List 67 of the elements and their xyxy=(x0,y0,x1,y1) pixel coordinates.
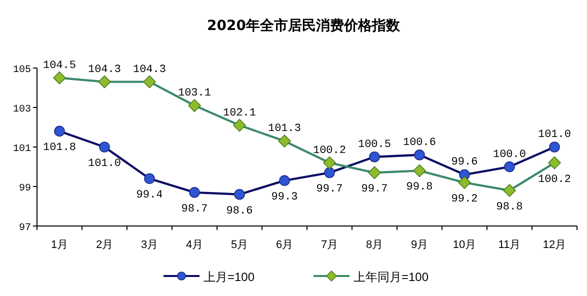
data-label: 102.1 xyxy=(222,107,256,120)
x-tick-label: 10月 xyxy=(452,239,476,251)
point xyxy=(99,142,110,152)
x-tick-label: 8月 xyxy=(366,239,384,251)
legend-label: 上月=100 xyxy=(204,270,255,284)
x-tick-label: 11月 xyxy=(498,239,521,251)
data-label: 104.3 xyxy=(88,64,122,76)
point xyxy=(279,175,290,186)
data-label: 99.6 xyxy=(451,156,478,169)
x-tick-label: 6月 xyxy=(276,239,294,251)
point xyxy=(414,150,425,160)
data-label: 98.8 xyxy=(496,201,523,214)
data-label: 100.0 xyxy=(492,148,526,161)
data-label: 100.2 xyxy=(312,144,346,157)
point xyxy=(323,156,336,170)
point xyxy=(189,187,200,198)
point xyxy=(54,126,65,137)
data-label: 101.8 xyxy=(42,142,76,154)
data-label: 99.2 xyxy=(451,194,478,206)
point xyxy=(324,167,335,178)
point xyxy=(144,173,155,184)
point xyxy=(368,166,381,180)
data-label: 104.3 xyxy=(132,64,166,76)
point xyxy=(549,142,560,152)
data-label: 101.0 xyxy=(88,158,122,170)
chart-title: 2020年全市居民消费价格指数 xyxy=(207,17,401,34)
data-label: 100.5 xyxy=(358,138,392,151)
point xyxy=(504,161,515,172)
data-label: 100.6 xyxy=(402,136,436,149)
y-tick-label: 97 xyxy=(18,223,31,234)
point xyxy=(233,118,246,132)
legend-label: 上年同月=100 xyxy=(354,270,429,284)
point xyxy=(548,156,561,170)
y-tick-label: 101 xyxy=(12,144,31,155)
x-tick-label: 12月 xyxy=(542,239,566,251)
data-label: 101.3 xyxy=(268,123,302,136)
y-tick-label: 99 xyxy=(18,184,31,194)
x-tick-label: 9月 xyxy=(410,239,428,251)
point xyxy=(188,99,201,112)
data-label: 99.8 xyxy=(406,182,433,194)
y-tick-label: 105 xyxy=(12,65,31,76)
data-label: 101.0 xyxy=(538,129,572,141)
x-tick-label: 1月 xyxy=(50,239,68,251)
point xyxy=(503,184,516,197)
x-tick-label: 2月 xyxy=(96,239,114,251)
point xyxy=(369,151,380,162)
point xyxy=(98,75,111,88)
data-label: 99.4 xyxy=(136,190,164,202)
data-label: 103.1 xyxy=(178,88,212,100)
data-label: 98.7 xyxy=(181,203,208,216)
x-tick-label: 7月 xyxy=(320,239,338,251)
data-label: 99.7 xyxy=(361,184,388,196)
x-tick-label: 4月 xyxy=(186,239,204,251)
data-label: 99.3 xyxy=(271,192,298,204)
data-label: 100.2 xyxy=(538,174,572,186)
point xyxy=(278,134,291,148)
data-label: 99.7 xyxy=(316,184,343,196)
data-label: 98.6 xyxy=(226,205,253,218)
x-tick-label: 5月 xyxy=(230,239,248,251)
x-tick-label: 3月 xyxy=(140,239,158,251)
y-tick-label: 103 xyxy=(12,104,31,116)
point xyxy=(234,189,245,200)
data-label: 104.5 xyxy=(42,60,76,72)
point xyxy=(413,164,426,178)
point xyxy=(53,71,66,84)
point xyxy=(458,176,471,189)
point xyxy=(143,75,156,88)
